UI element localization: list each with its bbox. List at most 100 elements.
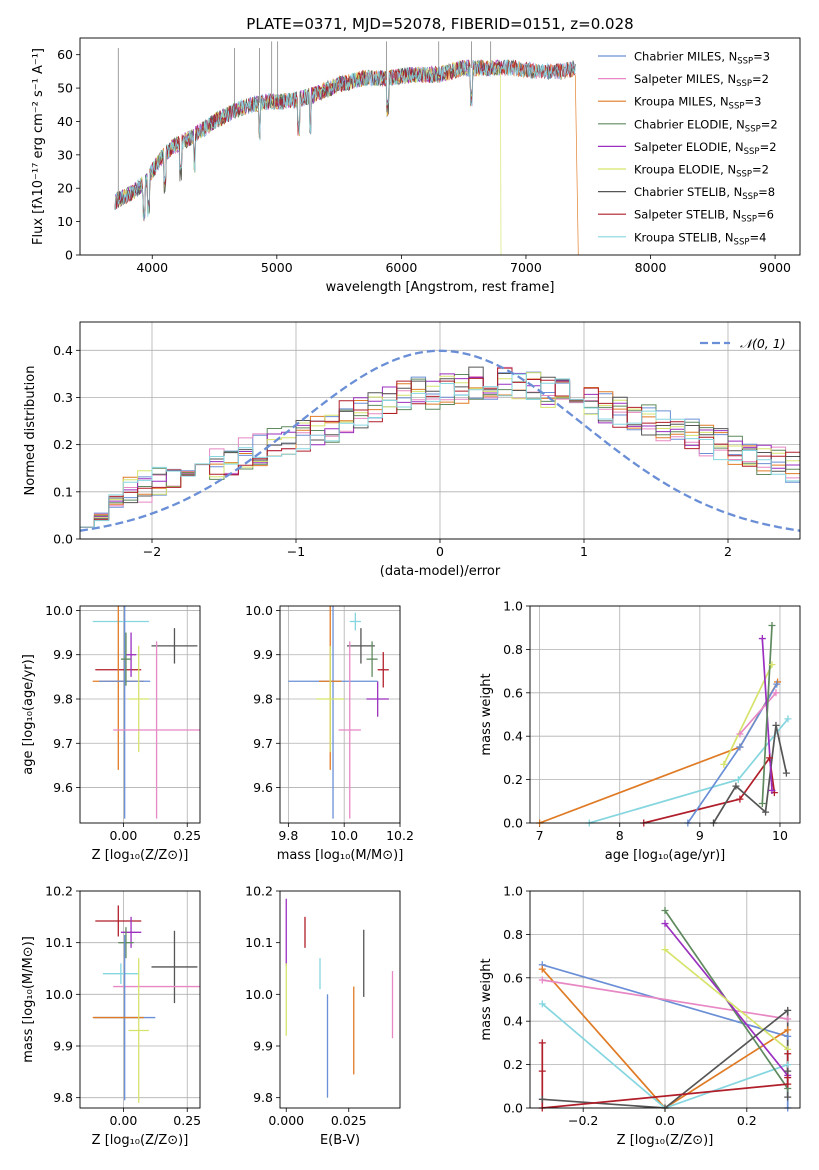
y-tick-label: 0.2 <box>503 1057 523 1072</box>
y-tick-label: 0.0 <box>503 816 523 831</box>
x-tick-label: 0.25 <box>173 828 201 843</box>
weight-series-line <box>541 968 789 1108</box>
age_vs_mass-plot-area <box>288 606 389 819</box>
errorbar-point <box>128 958 149 1103</box>
histogram-series <box>80 367 800 539</box>
legend-entry: Salpeter MILES, NSSP=2 <box>634 72 769 89</box>
spectrum-series-line <box>114 59 501 221</box>
weight-marker <box>538 1039 546 1047</box>
residuals-plot-area <box>80 349 800 539</box>
y-axis-label: Normed distribution <box>23 366 38 496</box>
spectrum-series-line <box>114 59 501 219</box>
errorbar-point <box>316 645 345 753</box>
y-axis-label: Flux [fλ10⁻¹⁷ erg cm⁻² s⁻¹ A⁻¹] <box>31 48 46 245</box>
legend-entry: Kroupa STELIB, NSSP=4 <box>634 230 766 247</box>
y-tick-label: 9.8 <box>253 1090 273 1105</box>
legend-entry: Salpeter STELIB, NSSP=6 <box>634 208 774 225</box>
x-axis-label: Z [log₁₀(Z/Z⊙)] <box>92 1133 189 1148</box>
y-tick-label: 10.0 <box>245 987 273 1002</box>
weight-marker <box>762 808 770 816</box>
mass_vs_ebv-frame <box>279 890 401 1109</box>
errorbar-point <box>377 652 389 688</box>
weight_vs_Z-frame <box>529 890 801 1109</box>
weight-marker <box>772 721 780 729</box>
y-tick-label: 10.2 <box>45 884 73 899</box>
spectrum-legend: Chabrier MILES, NSSP=3 Salpeter MILES, NS… <box>598 50 778 247</box>
errorbar-point <box>349 612 361 631</box>
y-tick-label: 9.8 <box>253 692 273 707</box>
legend-entry: Chabrier MILES, NSSP=3 <box>634 50 770 67</box>
x-tick-label: −2 <box>143 544 161 559</box>
spectrum-series-line <box>114 58 576 220</box>
histogram-series <box>80 373 800 539</box>
spectrum-plot-area <box>114 41 579 255</box>
weight-marker <box>538 1000 546 1008</box>
y-tick-label: 9.7 <box>253 736 273 751</box>
residuals-frame <box>79 321 801 540</box>
y-tick-label: 0.1 <box>53 484 73 499</box>
weight-marker <box>758 799 766 807</box>
x-tick-label: 0.0 <box>655 1113 675 1128</box>
y-tick-label: 20 <box>57 181 73 196</box>
spectrum-frame <box>79 37 801 256</box>
weight-marker <box>784 1050 792 1058</box>
x-tick-label: 0.025 <box>331 1113 367 1128</box>
age_vs_mass-frame <box>279 605 401 824</box>
weight-marker <box>784 1006 792 1014</box>
spectrum-series-line <box>114 59 502 255</box>
errorbar-point <box>151 930 198 1004</box>
y-tick-label: 0.6 <box>503 685 523 700</box>
x-axis-label: age [log₁₀(age/yr)] <box>605 848 726 863</box>
legend-entry: Kroupa MILES, NSSP=3 <box>634 95 761 112</box>
mass_vs_Z-plot-area <box>92 905 200 1103</box>
y-axis-label: age [log₁₀(age/yr)] <box>21 654 36 775</box>
x-tick-label: 7 <box>536 828 544 843</box>
y-tick-label: 60 <box>57 47 73 62</box>
legend-entry: Chabrier ELODIE, NSSP=2 <box>634 117 778 134</box>
y-tick-label: 10.0 <box>45 987 73 1002</box>
weight-series-line <box>712 725 788 823</box>
x-tick-label: 0.00 <box>109 828 137 843</box>
y-tick-label: 40 <box>57 114 73 129</box>
weight-marker <box>784 1032 792 1040</box>
errorbar-point <box>125 632 137 677</box>
weight-series-line <box>542 979 788 1020</box>
weight-marker <box>734 776 742 784</box>
weight-marker <box>736 743 744 751</box>
x-tick-label: 9000 <box>759 260 791 275</box>
y-tick-label: 9.9 <box>253 647 273 662</box>
y-tick-label: 9.9 <box>253 1039 273 1054</box>
y-tick-label: 10.2 <box>245 884 273 899</box>
y-tick-label: 1.0 <box>503 884 523 899</box>
y-tick-label: 1.0 <box>503 599 523 614</box>
y-tick-label: 0.2 <box>503 772 523 787</box>
weight-marker <box>736 795 744 803</box>
errorbar-point <box>102 963 139 984</box>
weight-series-line <box>723 664 773 765</box>
errorbar-point <box>128 645 149 753</box>
weight-marker <box>720 760 728 768</box>
y-tick-label: 9.7 <box>53 736 73 751</box>
weight-marker <box>732 782 740 790</box>
y-axis-label: mass [log₁₀(M/M⊙)] <box>21 936 36 1063</box>
weight-marker <box>772 689 780 697</box>
errorbar-point <box>95 905 142 937</box>
x-tick-label: −0.2 <box>568 1113 598 1128</box>
gaussian-curve <box>80 349 800 532</box>
y-tick-label: 0.2 <box>53 437 73 452</box>
weight-series-line <box>589 718 789 823</box>
weight-marker <box>538 1067 546 1075</box>
weight-series-line <box>739 692 777 735</box>
weight-marker <box>768 622 776 630</box>
y-tick-label: 0.8 <box>503 642 523 657</box>
weight-marker <box>538 1095 546 1103</box>
y-tick-label: 0.4 <box>53 343 73 358</box>
y-tick-label: 0.3 <box>53 390 73 405</box>
y-tick-label: 0.4 <box>503 1014 523 1029</box>
y-tick-label: 10.1 <box>45 935 73 950</box>
legend-entry: Kroupa ELODIE, NSSP=2 <box>634 163 769 180</box>
x-tick-label: 0.2 <box>737 1113 757 1128</box>
x-tick-label: 10.2 <box>386 828 414 843</box>
weight-series-line <box>541 1042 789 1108</box>
